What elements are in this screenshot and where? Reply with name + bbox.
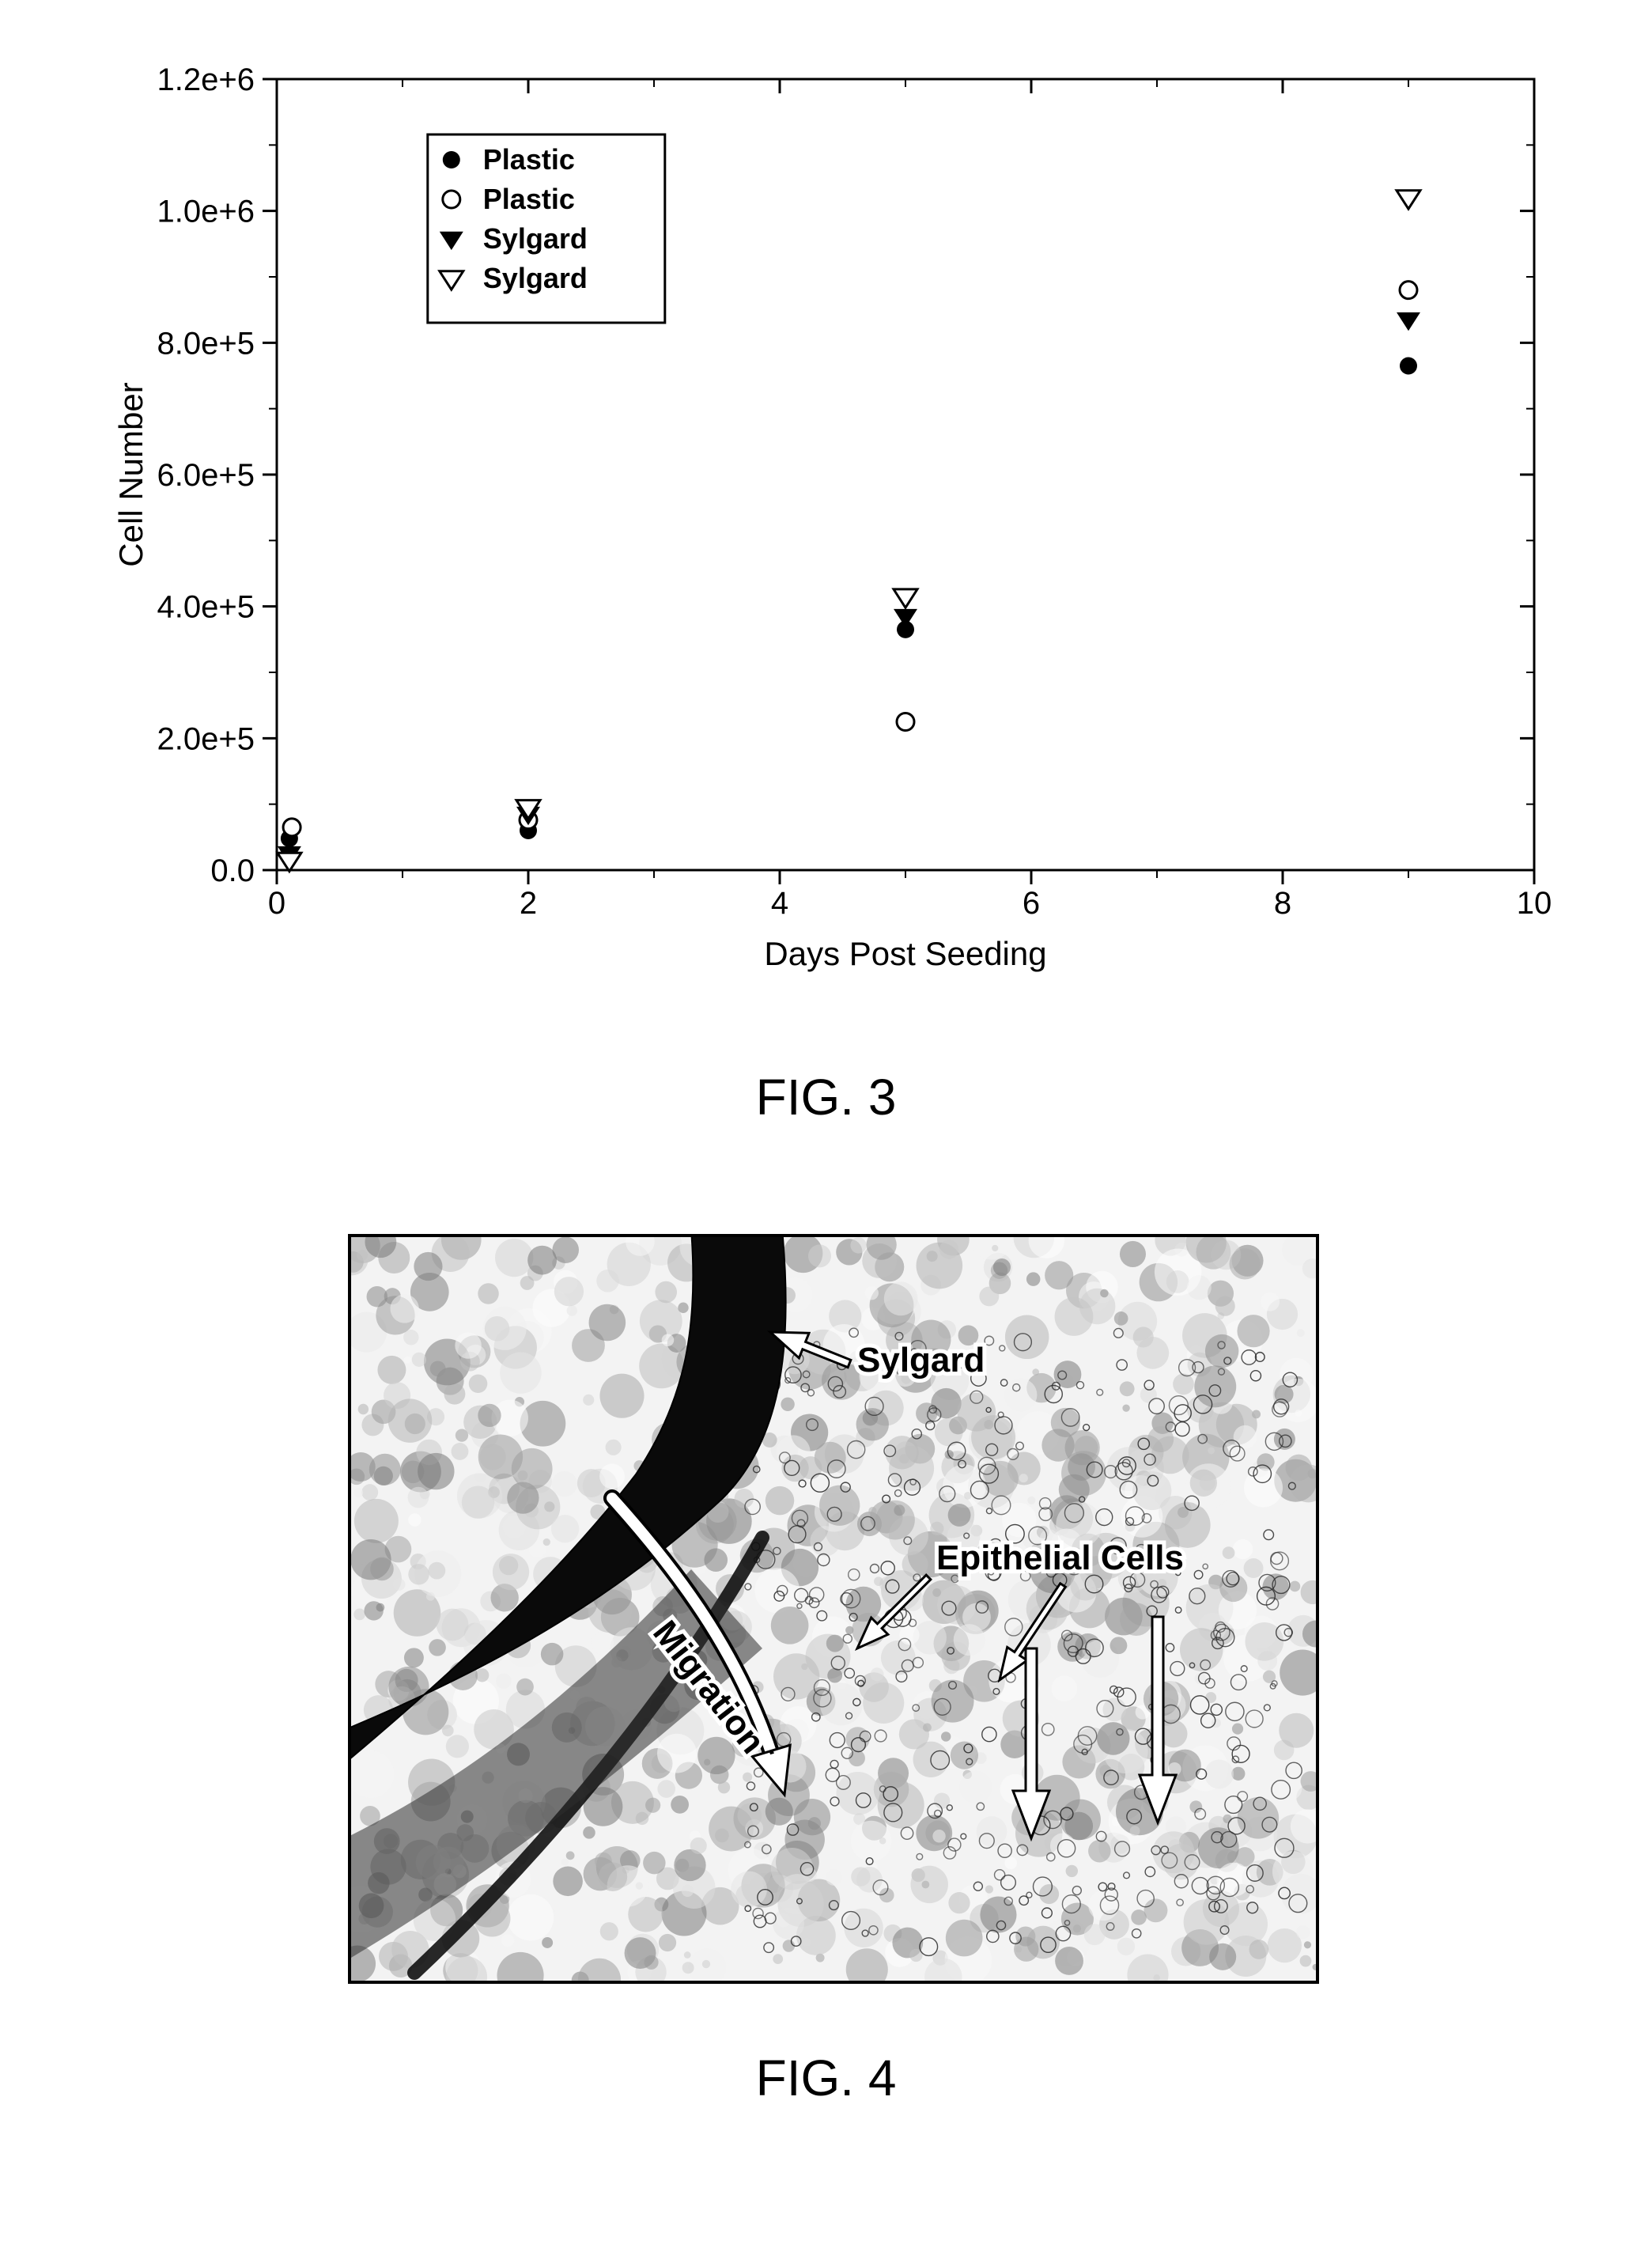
svg-text:Sylgard: Sylgard: [483, 262, 588, 294]
fig3-caption: FIG. 3: [0, 1068, 1652, 1126]
svg-text:Plastic: Plastic: [483, 143, 575, 176]
svg-text:Sylgard: Sylgard: [857, 1341, 985, 1380]
svg-text:10: 10: [1517, 886, 1552, 921]
svg-text:Epithelial Cells: Epithelial Cells: [936, 1538, 1184, 1577]
fig3-svg: 0 2 4 6 8 10 0.0 2.0e+5 4.0e+5 6.0e+5 8.0e+5 1.0e+6…: [95, 47, 1566, 997]
svg-text:2: 2: [520, 886, 537, 921]
page: 0 2 4 6 8 10 0.0 2.0e+5 4.0e+5 6.0e+5 8.0e+5 1.0e+6…: [0, 0, 1652, 2267]
svg-text:6.0e+5: 6.0e+5: [157, 458, 255, 493]
svg-text:1.0e+6: 1.0e+6: [157, 195, 255, 229]
svg-text:8: 8: [1274, 886, 1291, 921]
fig4-svg: SylgardEpithelial CellsMigration: [351, 1237, 1316, 1981]
svg-text:4.0e+5: 4.0e+5: [157, 590, 255, 625]
fig4-image: SylgardEpithelial CellsMigration: [348, 1234, 1319, 1984]
svg-text:Sylgard: Sylgard: [483, 222, 588, 255]
svg-text:0: 0: [268, 886, 285, 921]
svg-text:1.2e+6: 1.2e+6: [157, 62, 255, 97]
svg-text:2.0e+5: 2.0e+5: [157, 721, 255, 756]
svg-text:4: 4: [771, 886, 788, 921]
fig3-chart: 0 2 4 6 8 10 0.0 2.0e+5 4.0e+5 6.0e+5 8.0e+5 1.0e+6…: [95, 47, 1566, 997]
svg-text:Days Post Seeding: Days Post Seeding: [764, 935, 1046, 972]
fig4-caption: FIG. 4: [0, 2049, 1652, 2107]
svg-text:Cell Number: Cell Number: [112, 382, 149, 566]
svg-text:6: 6: [1023, 886, 1040, 921]
svg-text:0.0: 0.0: [210, 853, 255, 888]
svg-text:Plastic: Plastic: [483, 183, 575, 215]
svg-text:8.0e+5: 8.0e+5: [157, 326, 255, 361]
